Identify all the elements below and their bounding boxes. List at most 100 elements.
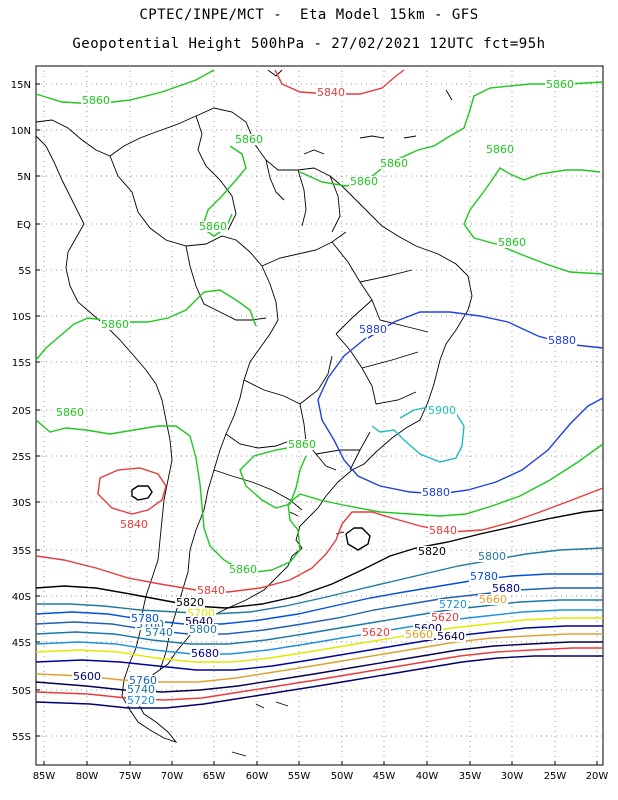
contour-label: 5860 <box>101 318 129 331</box>
lon-tick-label: 45W <box>373 771 396 782</box>
contour-5700 <box>35 617 603 663</box>
contour-label: 5680 <box>492 582 520 595</box>
contour-label: 5660 <box>479 593 507 606</box>
axis-ticks: 15N 10N 5N EQ 5S 10S 15S 20S 25S 30S 35S 40S 45S 50S 5… <box>11 80 609 782</box>
contour-label-bg <box>379 158 409 169</box>
contour-label: 5860 <box>82 94 110 107</box>
lon-tick-label: 80W <box>76 771 99 782</box>
contour-label-bg <box>545 79 575 90</box>
country-borders <box>109 115 347 671</box>
brazil-states <box>315 241 429 471</box>
contour-label-bg <box>144 627 174 638</box>
contour-label-bg <box>126 695 156 706</box>
map-title: CPTEC/INPE/MCT - Eta Model 15km - GFS <box>139 7 479 23</box>
lat-tick-label: 35S <box>12 546 31 557</box>
contour-label: 5800 <box>478 550 506 563</box>
contour-5680 <box>35 625 603 671</box>
lat-tick-label: 20S <box>12 406 31 417</box>
contour-label: 5880 <box>359 323 387 336</box>
contour-label: 5860 <box>56 406 84 419</box>
contour-label: 5820 <box>176 596 204 609</box>
contour-label: 5860 <box>229 563 257 576</box>
contour-5740 <box>35 599 603 645</box>
contour-5800 <box>36 547 604 615</box>
contour-label-bg <box>436 631 466 642</box>
contour-label: 5660 <box>405 628 433 641</box>
contour-label: 5640 <box>437 630 465 643</box>
lon-tick-label: 50W <box>331 771 354 782</box>
lon-tick-label: 70W <box>161 771 184 782</box>
contour-label-bg <box>188 624 218 635</box>
lon-tick-label: 25W <box>544 771 567 782</box>
lat-tick-label: 10N <box>11 126 31 137</box>
contour-label-bg <box>55 407 85 418</box>
contour-label-bg <box>497 237 527 248</box>
contour-label-bg <box>430 612 460 623</box>
contour-label-bg <box>287 439 317 450</box>
contour-label-bg <box>361 627 391 638</box>
lon-tick-label: 40W <box>416 771 439 782</box>
contour-label: 5760 <box>129 674 157 687</box>
contour-label-bg <box>126 684 156 695</box>
contour-label-bg <box>478 594 508 605</box>
contour-label-bg <box>81 95 111 106</box>
land-borders <box>35 69 473 757</box>
contour-label: 5680 <box>191 647 219 660</box>
contour-label-bg <box>316 87 346 98</box>
contour-label: 5800 <box>189 623 217 636</box>
lon-tick-label: 65W <box>203 771 226 782</box>
contour-label: 5720 <box>439 598 467 611</box>
contour-label-bg <box>491 583 521 594</box>
lon-tick-label: 35W <box>459 771 482 782</box>
contour-label-bg <box>186 608 216 619</box>
contour-label-bg <box>485 144 515 155</box>
lon-tick-label: 85W <box>33 771 56 782</box>
contour-5820 <box>35 485 604 609</box>
lon-tick-label: 55W <box>288 771 311 782</box>
lat-tick-label: 15S <box>12 358 31 369</box>
lat-tick-label: EQ <box>17 220 31 231</box>
lat-tick-label: 5N <box>17 172 31 183</box>
contour-label-bg <box>72 671 102 682</box>
lon-tick-label: 60W <box>246 771 269 782</box>
lat-tick-label: 25S <box>12 452 31 463</box>
contour-5860-north <box>35 69 604 275</box>
contour-label: 5840 <box>317 86 345 99</box>
contour-label: 5620 <box>431 611 459 624</box>
contour-label: 5860 <box>235 133 263 146</box>
contours <box>35 69 604 709</box>
contour-label-bg <box>234 134 264 145</box>
contour-label: 5780 <box>470 570 498 583</box>
contour-label-bg <box>427 405 457 416</box>
lon-tick-label: 75W <box>119 771 142 782</box>
lat-tick-label: 5S <box>18 266 31 277</box>
contour-label-bg <box>477 551 507 562</box>
contour-label: 5880 <box>548 334 576 347</box>
contour-label-bg <box>135 619 165 630</box>
contour-label-bg <box>128 675 158 686</box>
map-frame <box>35 65 604 766</box>
contour-label-bg <box>421 487 451 498</box>
contour-label-bg <box>547 335 577 346</box>
contour-label-bg <box>404 629 434 640</box>
coastline-continent <box>35 107 473 743</box>
contour-label: 5620 <box>362 626 390 639</box>
contour-5720 <box>35 609 603 655</box>
lat-tick-label: 15N <box>11 80 31 91</box>
lat-tick-label: 30S <box>12 498 31 509</box>
contour-labels: 5860584058605860586058605860586058605860… <box>55 78 577 707</box>
contour-label: 5860 <box>486 143 514 156</box>
contour-label: 5840 <box>429 524 457 537</box>
lat-tick-label: 10S <box>12 312 31 323</box>
contour-label: 5880 <box>422 486 450 499</box>
contour-label-bg <box>349 176 379 187</box>
contour-label-bg <box>417 546 447 557</box>
contour-label: 5740 <box>127 683 155 696</box>
contour-label: 5860 <box>498 236 526 249</box>
map-subtitle: Geopotential Height 500hPa - 27/02/2021 … <box>72 36 546 52</box>
contour-label: 5860 <box>199 220 227 233</box>
contour-label: 5840 <box>197 584 225 597</box>
contour-label-bg <box>119 519 149 530</box>
contour-label-bg <box>175 597 205 608</box>
